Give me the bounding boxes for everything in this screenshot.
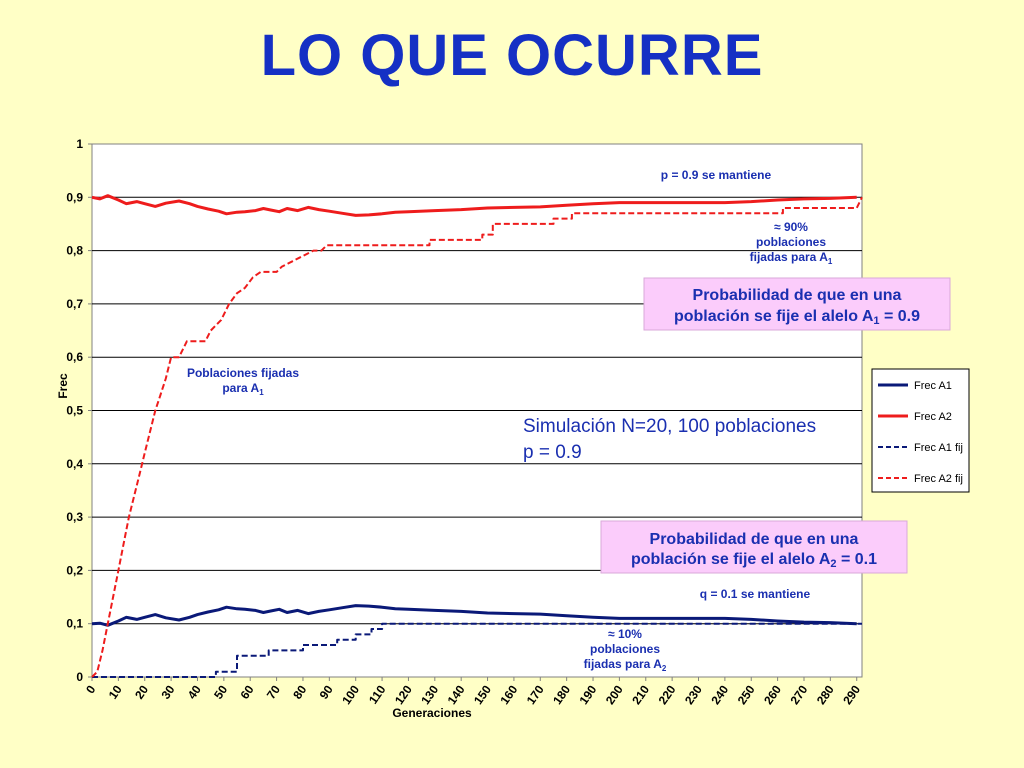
gridlines-top	[92, 196, 862, 625]
x-tick-label: 280	[814, 682, 837, 707]
x-tick-label: 160	[497, 682, 520, 707]
legend-label: Frec A1 fij	[914, 442, 963, 454]
x-tick-label: 40	[185, 682, 204, 701]
x-tick-label: 230	[682, 682, 705, 707]
x-tick-label: 80	[290, 682, 309, 701]
x-tick-label: 270	[787, 682, 810, 707]
annotation-fixed-line2: para A1	[222, 381, 264, 397]
x-tick-label: 30	[158, 682, 177, 701]
annotation-10pct-line1: ≈ 10%	[608, 627, 642, 641]
simulation-label-line2: p = 0.9	[523, 442, 582, 463]
annotation-fixed-line1: Poblaciones fijadas	[187, 366, 299, 380]
x-tick-label: 190	[577, 682, 600, 707]
series-line-frec-a2	[91, 194, 857, 217]
x-tick-label: 50	[211, 682, 230, 701]
x-tick-label: 110	[366, 682, 389, 706]
x-tick-label: 170	[524, 682, 547, 707]
x-tick-label: 200	[603, 682, 626, 707]
slide-title: LO QUE OCURRE	[260, 23, 764, 88]
callout-a1-probability: Probabilidad de que en una población se …	[643, 277, 951, 331]
y-tick-label: 0,4	[66, 457, 83, 471]
legend: Frec A1 Frec A2 Frec A1 fij Frec A2 fij	[871, 368, 970, 493]
callout-a1-line1: Probabilidad de que en una	[693, 287, 902, 304]
series-line-frec-a1	[91, 604, 857, 627]
y-tick-label: 0,1	[66, 617, 83, 631]
x-tick-label: 70	[264, 682, 283, 701]
annotation-10pct-line2: poblaciones	[590, 642, 660, 656]
x-tick-label: 150	[471, 682, 494, 707]
x-tick-label: 20	[132, 682, 151, 701]
y-tick-label: 0,8	[66, 244, 83, 258]
x-tick-label: 210	[629, 682, 652, 707]
series-layer	[91, 194, 863, 678]
x-tick-label: 140	[445, 682, 468, 707]
x-tick-label: 100	[339, 682, 362, 707]
y-tick-label: 0,2	[66, 563, 83, 577]
y-tick-label: 0	[76, 670, 83, 684]
simulation-label-line1: Simulación N=20, 100 poblaciones	[523, 416, 816, 437]
x-tick-label: 60	[238, 682, 257, 701]
y-tick-label: 0,7	[66, 297, 83, 311]
y-axis-ticks: 0 0,1 0,2 0,3 0,4 0,5 0,6 0,7 0,8 0,9 1	[66, 137, 92, 684]
x-tick-label: 290	[840, 682, 863, 707]
legend-label: Frec A1	[914, 380, 952, 392]
x-axis-ticks: 0 10 20 30 40 50 60 70 80 90 100 110 120 130 140 150 160…	[83, 677, 863, 707]
y-axis-title: Frec	[56, 373, 70, 399]
annotation-10pct-line3: fijadas para A2	[584, 657, 667, 673]
y-tick-label: 0,9	[66, 190, 83, 204]
x-tick-label: 250	[735, 682, 758, 707]
y-tick-label: 0,3	[66, 510, 83, 524]
x-tick-label: 0	[83, 682, 98, 696]
legend-label: Frec A2 fij	[914, 473, 963, 485]
x-tick-label: 180	[550, 682, 573, 707]
annotation-90pct-line3: fijadas para A1	[750, 250, 833, 266]
x-tick-label: 240	[708, 682, 731, 707]
y-tick-label: 1	[76, 137, 83, 151]
annotation-90pct-line1: ≈ 90%	[774, 220, 808, 234]
series-line-frec-a1-fij	[92, 622, 862, 678]
callout-a2-probability: Probabilidad de que en una población se …	[600, 520, 908, 574]
legend-label: Frec A2	[914, 411, 952, 423]
x-tick-label: 120	[392, 682, 415, 707]
x-tick-label: 10	[106, 682, 125, 701]
annotation-q-keep: q = 0.1 se mantiene	[700, 587, 811, 601]
callout-a2-line2: población se fije el alelo A2 = 0.1	[631, 551, 877, 570]
x-tick-label: 260	[761, 682, 784, 707]
x-tick-label: 220	[656, 682, 679, 707]
x-tick-label: 90	[317, 682, 336, 701]
x-tick-label: 130	[418, 682, 441, 707]
series-line-frec-a2-fij	[91, 196, 863, 678]
x-axis-title: Generaciones	[392, 706, 472, 720]
callout-a1-line2: población se fije el alelo A1 = 0.9	[674, 308, 920, 327]
annotation-p-keep: p = 0.9 se mantiene	[661, 168, 772, 182]
y-tick-label: 0,5	[66, 404, 83, 418]
callout-a2-line1: Probabilidad de que en una	[650, 531, 859, 548]
y-tick-label: 0,6	[66, 350, 83, 364]
annotation-90pct-line2: poblaciones	[756, 235, 826, 249]
